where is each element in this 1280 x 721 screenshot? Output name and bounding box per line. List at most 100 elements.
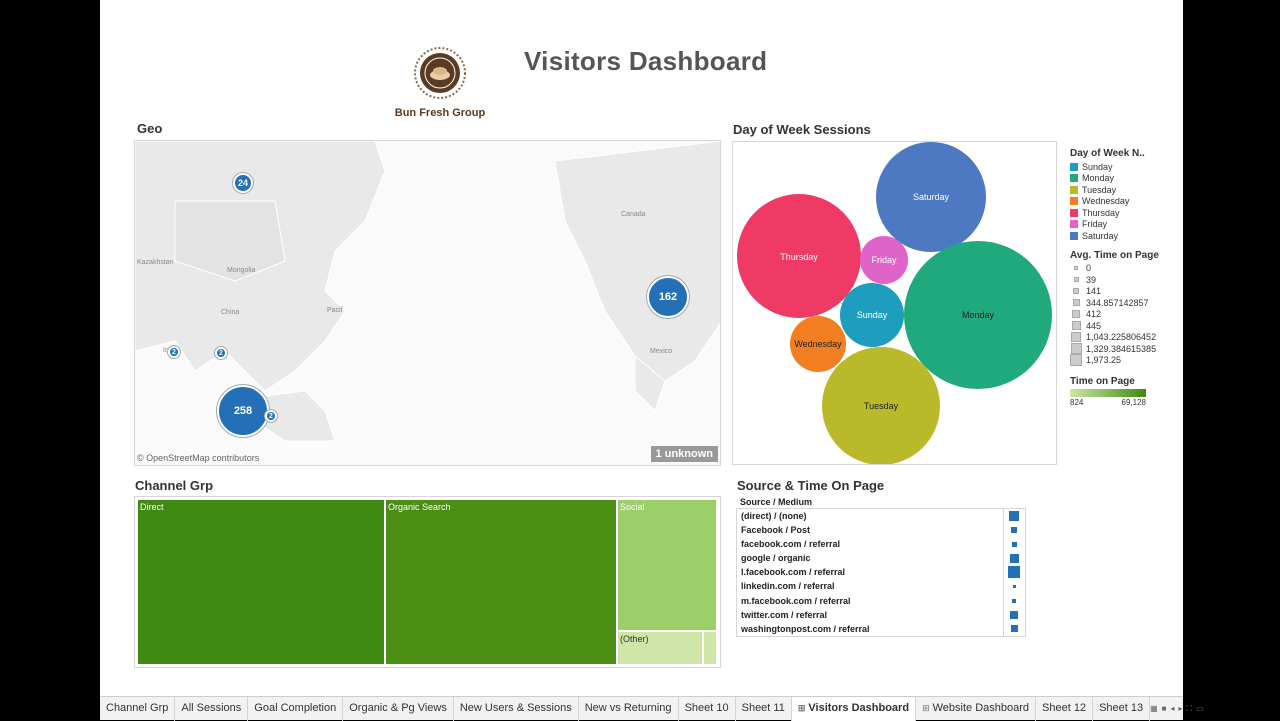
sheet-tab[interactable]: Organic & Pg Views: [343, 696, 454, 721]
map-cluster[interactable]: 24: [233, 173, 253, 193]
color-legend-item[interactable]: Wednesday: [1070, 196, 1182, 208]
tile-organic-search[interactable]: Organic Search: [385, 499, 617, 665]
fullscreen-icon[interactable]: ⛶: [1186, 703, 1193, 713]
bubble-label: Saturday: [913, 192, 950, 202]
size-swatch: [1070, 354, 1082, 367]
present-icon[interactable]: ▭: [1196, 703, 1204, 713]
tab-label: Sheet 13: [1099, 701, 1144, 714]
source-row[interactable]: twitter.com / referral: [737, 608, 1025, 622]
source-mark[interactable]: [1009, 511, 1019, 521]
source-mark[interactable]: [1009, 553, 1019, 563]
sheet-tab[interactable]: New Users & Sessions: [454, 696, 579, 721]
size-label: 344.857142857: [1086, 297, 1149, 308]
bubble-tuesday: [822, 347, 940, 464]
color-legend-item[interactable]: Saturday: [1070, 230, 1182, 242]
source-label: l.facebook.com / referral: [741, 567, 846, 578]
size-label: 1,329.384615385: [1086, 343, 1157, 354]
gradient-min: 824: [1070, 398, 1084, 407]
source-label: google / organic: [741, 553, 811, 564]
sheet-tab[interactable]: Sheet 11: [736, 696, 792, 721]
tab-label: All Sessions: [181, 701, 242, 714]
bubble-label: Tuesday: [864, 401, 899, 411]
gradient-legend-title: Time on Page: [1070, 376, 1135, 387]
dashboard-canvas: Bun Fresh Group Visitors Dashboard Geo K…: [100, 0, 1183, 720]
sheet-tab[interactable]: New vs Returning: [579, 696, 679, 721]
color-legend-item[interactable]: Thursday: [1070, 207, 1182, 219]
size-label: 445: [1086, 320, 1102, 331]
size-legend-item[interactable]: 141: [1070, 286, 1182, 298]
color-legend-item[interactable]: Tuesday: [1070, 184, 1182, 196]
sheet-tab[interactable]: Sheet 12: [1036, 696, 1094, 721]
tile-direct[interactable]: Direct: [137, 499, 385, 665]
size-legend-item[interactable]: 1,973.25: [1070, 354, 1182, 367]
tile-other[interactable]: (Other): [617, 631, 703, 665]
source-mark[interactable]: [1010, 610, 1018, 619]
size-swatch: [1072, 299, 1080, 307]
size-swatch: [1072, 310, 1080, 319]
source-label: Facebook / Post: [741, 525, 811, 536]
source-row[interactable]: l.facebook.com / referral: [737, 565, 1025, 579]
legend-swatch: [1070, 208, 1078, 217]
source-mark[interactable]: [1010, 625, 1018, 633]
geo-map[interactable]: Kazakhstan Mongolia China Canada Mexico …: [134, 140, 721, 466]
source-mark[interactable]: [1012, 584, 1016, 588]
size-legend-item[interactable]: 445: [1070, 320, 1182, 332]
size-legend-item[interactable]: 344.857142857: [1070, 297, 1182, 309]
map-attribution[interactable]: © OpenStreetMap contributors: [137, 453, 260, 463]
sheet-tab[interactable]: Goal Completion: [248, 696, 344, 721]
list-view-icon[interactable]: ■: [1161, 703, 1167, 713]
source-mark[interactable]: [1012, 598, 1016, 603]
map-cluster[interactable]: 2: [168, 346, 180, 358]
color-legend-item[interactable]: Friday: [1070, 219, 1182, 231]
logo-text: Bun Fresh Group: [394, 107, 486, 119]
color-legend-item[interactable]: Sunday: [1070, 161, 1182, 173]
sheet-tab[interactable]: Sheet 10: [679, 696, 736, 721]
channel-treemap[interactable]: Direct Organic Search Social (Other): [134, 496, 721, 668]
geo-title: Geo: [137, 121, 163, 136]
source-label: facebook.com / referral: [741, 539, 841, 550]
color-legend-item[interactable]: Monday: [1070, 173, 1182, 185]
source-row[interactable]: m.facebook.com / referral: [737, 594, 1025, 608]
unknown-badge[interactable]: 1 unknown: [650, 446, 718, 462]
source-row[interactable]: google / organic: [737, 551, 1025, 565]
map-cluster[interactable]: 258: [217, 385, 269, 437]
company-logo: Bun Fresh Group: [390, 46, 490, 119]
source-row[interactable]: (direct) / (none): [737, 509, 1025, 523]
map-landmass: [135, 141, 720, 442]
map-cluster[interactable]: 2: [215, 347, 227, 359]
bubble-thursday: [737, 194, 861, 318]
bubble-saturday: [876, 142, 986, 252]
source-row[interactable]: linkedin.com / referral: [737, 579, 1025, 593]
source-mark[interactable]: [1011, 527, 1017, 534]
legend-label: Wednesday: [1082, 196, 1130, 207]
sheet-tab[interactable]: Sheet 13: [1093, 696, 1151, 721]
sheet-tab[interactable]: ⊞ Website Dashboard: [916, 696, 1037, 721]
map-cluster[interactable]: 162: [647, 276, 689, 318]
prev-icon[interactable]: ◂: [1170, 703, 1175, 713]
day-bubble-chart[interactable]: Saturday Thursday Friday Monday Sunday W…: [732, 141, 1057, 465]
size-swatch: [1073, 277, 1079, 283]
bubble-label: Wednesday: [794, 339, 842, 349]
grid-view-icon[interactable]: ▦: [1150, 703, 1158, 713]
color-legend-title: Day of Week N..: [1070, 148, 1145, 159]
tile-small[interactable]: [703, 631, 717, 665]
next-icon[interactable]: ▸: [1178, 703, 1183, 713]
source-mark[interactable]: [1011, 541, 1017, 547]
source-row[interactable]: Facebook / Post: [737, 523, 1025, 537]
legend-label: Sunday: [1082, 161, 1113, 172]
source-mark[interactable]: [1008, 566, 1020, 579]
size-legend-item[interactable]: 39: [1070, 274, 1182, 286]
size-legend-item[interactable]: 1,043.225806452: [1070, 332, 1182, 344]
sheet-tab[interactable]: All Sessions: [175, 696, 249, 721]
source-row[interactable]: washingtonpost.com / referral: [737, 622, 1025, 636]
size-legend-item[interactable]: 1,329.384615385: [1070, 343, 1182, 355]
map-cluster[interactable]: 2: [265, 410, 277, 422]
source-row[interactable]: facebook.com / referral: [737, 537, 1025, 551]
size-legend-item[interactable]: 0: [1070, 263, 1182, 275]
sheet-tab[interactable]: ⊞ Visitors Dashboard: [791, 696, 917, 721]
tab-label: New Users & Sessions: [459, 701, 572, 714]
size-legend-item[interactable]: 412: [1070, 309, 1182, 321]
size-swatch: [1071, 321, 1081, 331]
sheet-tab[interactable]: Channel Grp: [100, 696, 176, 721]
tile-social[interactable]: Social: [617, 499, 717, 631]
